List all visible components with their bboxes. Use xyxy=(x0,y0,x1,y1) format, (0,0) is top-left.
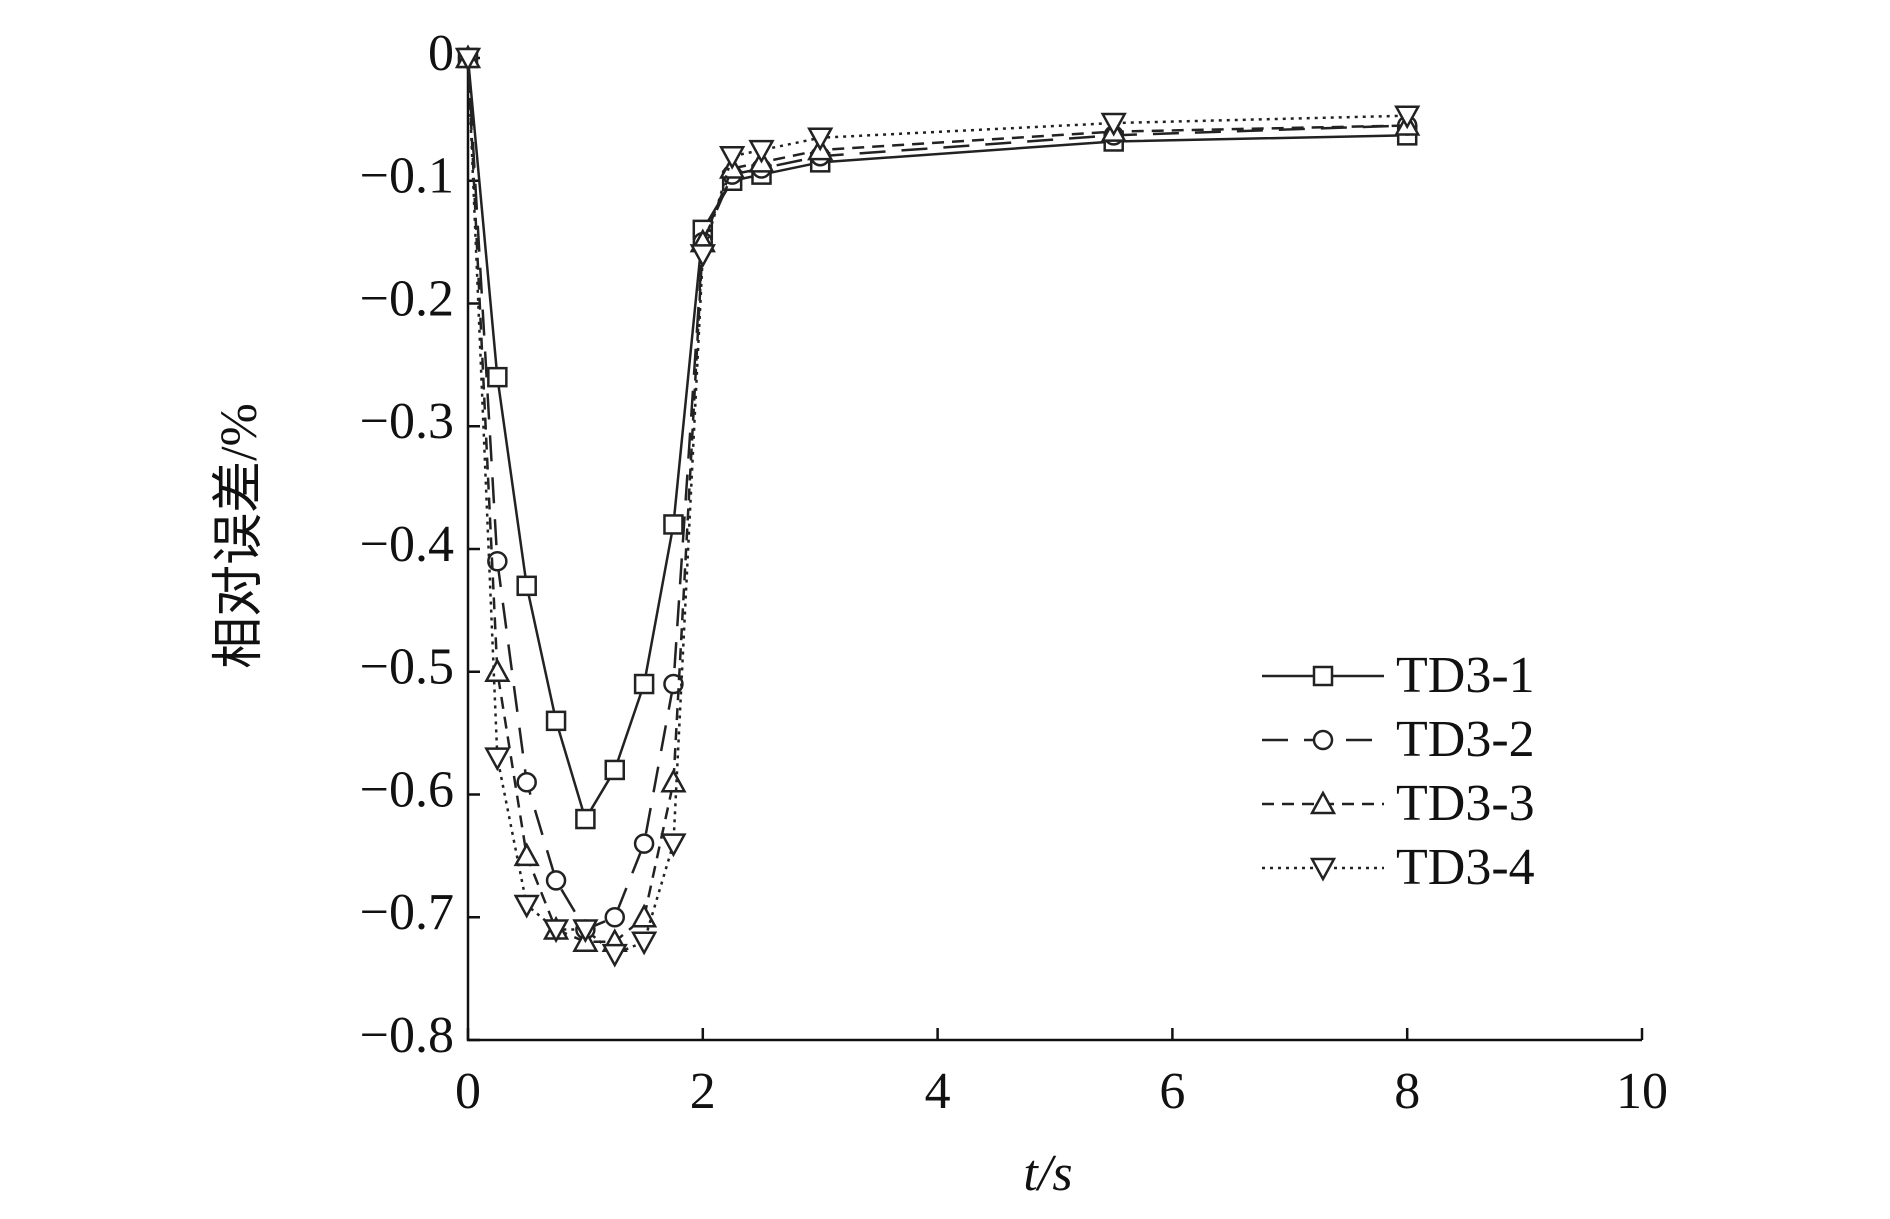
marker xyxy=(633,833,655,854)
marker xyxy=(689,244,716,268)
y-tick-label: 0 xyxy=(428,25,454,82)
marker xyxy=(630,931,658,956)
marker xyxy=(1309,857,1337,882)
marker xyxy=(630,903,658,928)
marker xyxy=(513,894,540,919)
marker xyxy=(1309,790,1337,815)
x-tick-label: 4 xyxy=(925,1063,951,1120)
y-tick-label: −0.1 xyxy=(360,148,454,205)
marker xyxy=(484,747,511,772)
marker xyxy=(604,759,625,781)
marker xyxy=(604,907,625,928)
marker xyxy=(1100,112,1127,137)
x-tick-label: 8 xyxy=(1394,1063,1420,1120)
marker xyxy=(516,575,537,597)
marker xyxy=(542,919,570,944)
marker xyxy=(663,514,684,535)
y-tick-label: −0.2 xyxy=(360,270,454,327)
legend-label: TD3-2 xyxy=(1396,711,1535,768)
y-tick-label: −0.6 xyxy=(360,761,454,818)
marker xyxy=(601,943,628,968)
x-tick-label: 0 xyxy=(455,1063,481,1120)
legend-label: TD3-4 xyxy=(1396,839,1535,896)
marker xyxy=(545,870,567,891)
marker xyxy=(1394,105,1421,130)
marker xyxy=(575,808,596,830)
marker xyxy=(719,145,746,170)
x-axis-label: t/s xyxy=(1023,1145,1072,1202)
series-line xyxy=(466,57,1408,944)
marker xyxy=(516,771,537,793)
series-line xyxy=(466,57,1408,932)
series-line xyxy=(466,57,1408,956)
marker xyxy=(454,47,482,72)
y-tick-label: −0.7 xyxy=(360,884,454,941)
x-tick-label: 10 xyxy=(1616,1063,1668,1120)
y-tick-label: −0.4 xyxy=(360,516,454,573)
marker xyxy=(1312,729,1334,751)
marker xyxy=(484,658,511,682)
x-tick-label: 6 xyxy=(1159,1063,1185,1120)
y-tick-label: −0.3 xyxy=(360,393,454,450)
marker xyxy=(807,127,834,152)
marker xyxy=(487,366,508,388)
marker xyxy=(1312,665,1334,687)
marker xyxy=(660,768,687,793)
marker xyxy=(633,673,655,695)
legend-label: TD3-1 xyxy=(1396,647,1535,704)
y-tick-label: −0.5 xyxy=(360,639,454,696)
marker xyxy=(513,842,540,867)
series-line xyxy=(466,57,1408,823)
x-tick-label: 2 xyxy=(690,1063,716,1120)
y-tick-label: −0.8 xyxy=(360,1007,454,1064)
marker xyxy=(572,919,599,944)
marker xyxy=(545,710,567,732)
y-axis-label: 相对误差/% xyxy=(211,403,268,669)
marker xyxy=(660,833,687,858)
legend-label: TD3-3 xyxy=(1396,775,1535,832)
marker xyxy=(748,139,775,164)
